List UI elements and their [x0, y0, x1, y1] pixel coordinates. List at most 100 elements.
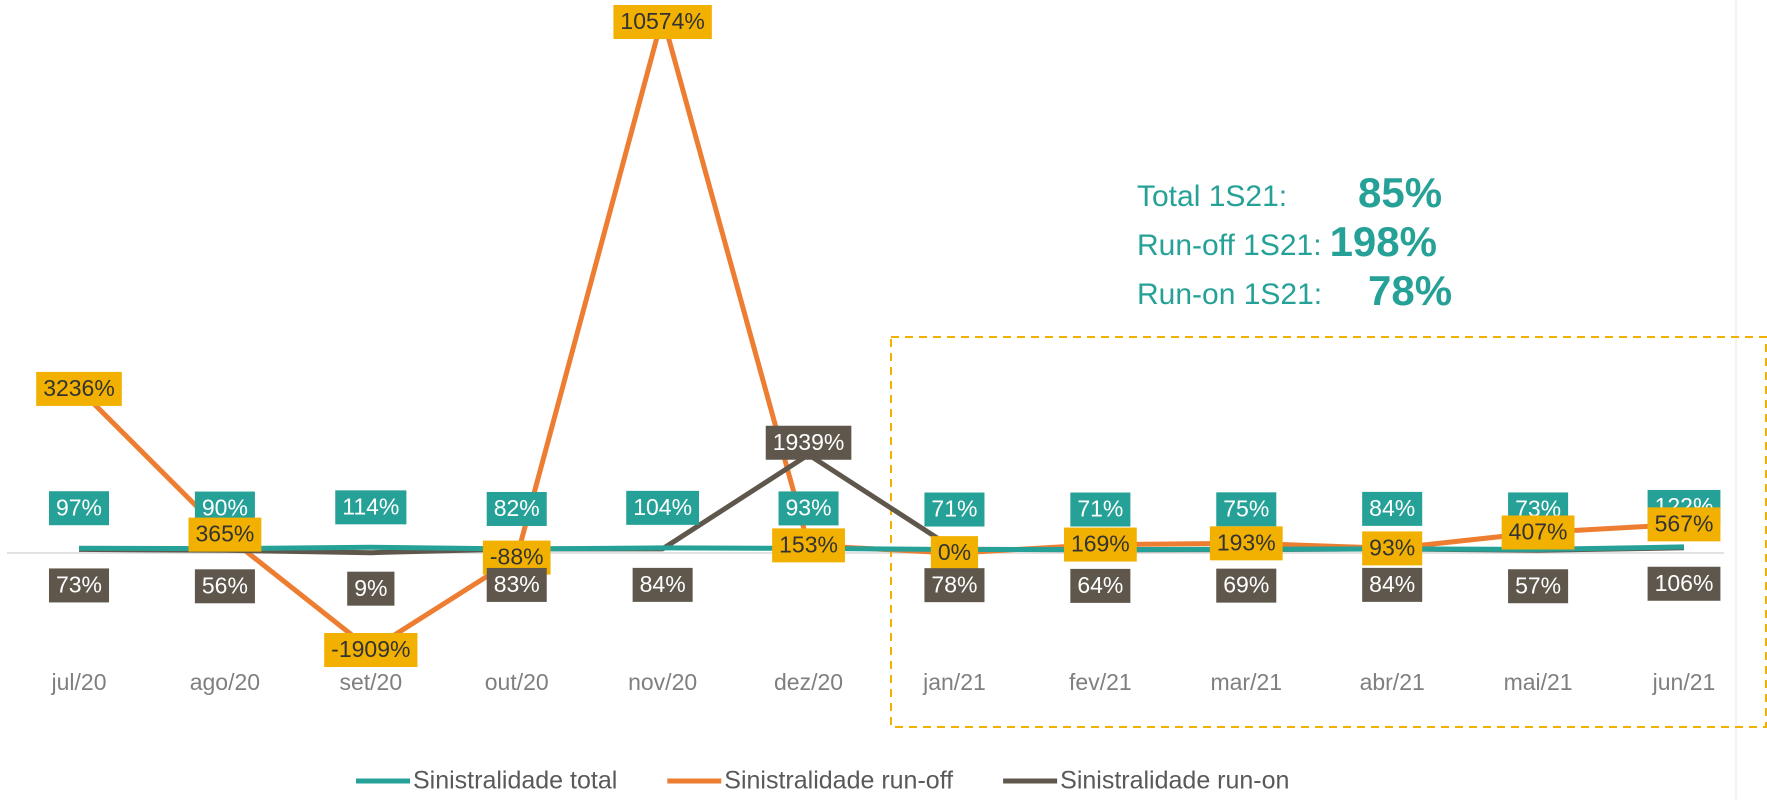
data-label-box [924, 568, 985, 603]
data-label: 193% [1209, 526, 1283, 561]
data-label: 78% [924, 568, 985, 603]
data-label: 57% [1508, 569, 1569, 604]
data-label-box [1070, 492, 1131, 527]
data-label: 71% [1070, 492, 1131, 527]
data-label-box [765, 425, 852, 460]
annotation-value: 198% [1330, 218, 1437, 265]
data-label-box [1508, 569, 1569, 604]
data-label: 97% [48, 491, 110, 526]
data-label: 71% [924, 492, 985, 527]
series-line [77, 14, 1685, 653]
data-label: 56% [194, 569, 255, 604]
data-label-text: 365% [195, 521, 254, 547]
data-label-text: 64% [1077, 572, 1123, 598]
data-label: 169% [1063, 527, 1137, 562]
data-label-text: 153% [779, 531, 838, 557]
data-label-text: 71% [931, 496, 977, 522]
data-label-text: 10574% [620, 8, 704, 34]
data-label-text: 114% [342, 493, 399, 519]
data-label-text: 90% [202, 495, 248, 521]
highlight-box [890, 336, 1767, 728]
data-label-box [626, 490, 700, 525]
data-label-text: 0% [938, 539, 971, 565]
data-label: 93% [778, 491, 839, 526]
data-label-box [48, 491, 110, 526]
legend-label: Sinistralidade total [413, 767, 617, 795]
x-tick-label: fev/21 [1069, 669, 1132, 695]
x-tick-label: jun/21 [1652, 669, 1716, 695]
data-label-text: 104% [633, 494, 692, 520]
annotation-label: Run-off 1S21: [1137, 229, 1322, 262]
legend-label: Sinistralidade run-off [724, 767, 953, 795]
data-label-box [778, 491, 839, 526]
x-tick-label: set/20 [339, 669, 402, 695]
data-label-box [1070, 568, 1131, 603]
x-tick-label: nov/20 [628, 669, 697, 695]
x-tick-label: mai/21 [1504, 669, 1573, 695]
data-label-text: -88% [490, 544, 544, 570]
data-label-text: 106% [1655, 570, 1714, 596]
data-label-text: 71% [1077, 496, 1123, 522]
data-label-text: 84% [1369, 571, 1415, 597]
data-label: 9% [347, 571, 395, 606]
data-label-text: 73% [56, 572, 102, 598]
legend-label: Sinistralidade run-on [1060, 767, 1289, 795]
data-label-box [335, 490, 407, 525]
data-label-box [1216, 492, 1277, 527]
data-label: 75% [1216, 492, 1277, 527]
data-label-text: 78% [931, 571, 977, 597]
data-label: 1939% [765, 425, 852, 460]
data-label-box [1362, 567, 1423, 602]
data-label-text: 84% [1369, 495, 1415, 521]
x-tick-label: jul/20 [51, 669, 107, 695]
data-label-text: 97% [56, 494, 102, 520]
data-label-text: 57% [1515, 572, 1561, 598]
data-label-text: 93% [786, 494, 832, 520]
x-tick-label: abr/21 [1360, 669, 1425, 695]
data-label: 84% [1362, 567, 1423, 602]
data-label-text: 84% [640, 571, 686, 597]
data-label: 73% [48, 568, 110, 603]
data-label: 84% [1362, 491, 1423, 526]
data-label-text: 9% [354, 575, 387, 601]
data-label: 84% [632, 567, 693, 602]
data-label-text: 3236% [43, 375, 115, 401]
data-label: 82% [486, 491, 547, 526]
data-label-box [632, 567, 693, 602]
annotation-label: Total 1S21: [1137, 180, 1287, 213]
data-label-text: 567% [1655, 510, 1714, 536]
data-label-box [924, 492, 985, 527]
annotation-value: 85% [1358, 169, 1442, 216]
x-tick-label: mar/21 [1210, 669, 1282, 695]
data-label-text: 93% [1369, 534, 1415, 560]
data-label-text: 169% [1071, 531, 1130, 557]
x-tick-label: dez/20 [774, 669, 843, 695]
data-label-box [486, 491, 547, 526]
data-label-text: 1939% [773, 429, 845, 455]
x-tick-label: jan/21 [922, 669, 986, 695]
data-label-box [1647, 566, 1721, 601]
data-label-box [1362, 491, 1423, 526]
data-label-text: 407% [1509, 519, 1568, 545]
data-label: 106% [1647, 566, 1721, 601]
x-tick-label: ago/20 [190, 669, 260, 695]
data-label: 69% [1216, 568, 1277, 603]
series-line [78, 452, 1685, 556]
data-label-box [486, 567, 547, 602]
data-label: 83% [486, 567, 547, 602]
data-label-box [347, 571, 395, 606]
data-label: 365% [188, 517, 262, 552]
data-label-text: 75% [1223, 495, 1269, 521]
annotation-label: Run-on 1S21: [1137, 278, 1322, 311]
data-label: 10574% [613, 5, 712, 39]
data-label-text: 193% [1217, 529, 1276, 555]
data-label-box [1216, 568, 1277, 603]
data-label: 114% [335, 490, 407, 525]
series-line [78, 544, 1685, 552]
data-label-text: -1909% [331, 636, 410, 662]
data-label-box [613, 5, 712, 39]
data-label-text: 69% [1223, 572, 1269, 598]
data-label-box [194, 569, 255, 604]
data-label: 104% [626, 490, 700, 525]
